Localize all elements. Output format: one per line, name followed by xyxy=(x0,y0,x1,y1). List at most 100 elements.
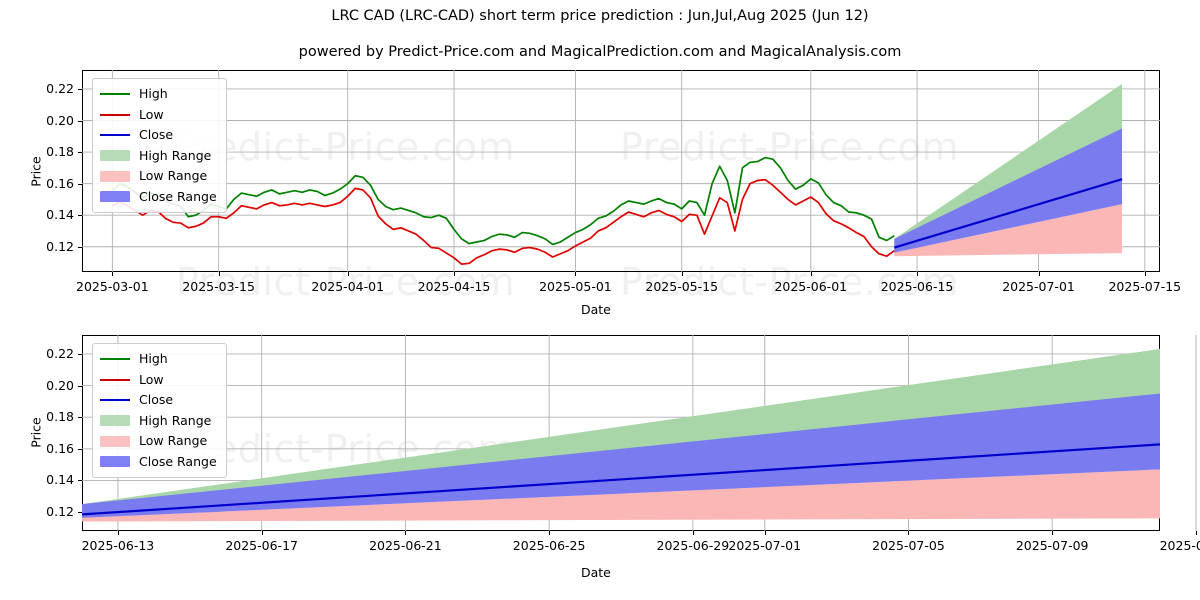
bottom-chart-legend-label-5: Close Range xyxy=(139,453,217,469)
bottom-chart-ytick-mark-5 xyxy=(78,353,82,355)
top-chart-xtick-label-3: 2025-04-15 xyxy=(417,279,491,294)
bottom-chart-xtick-mark-6 xyxy=(908,531,910,535)
bottom-chart-xtick-label-0: 2025-06-13 xyxy=(81,538,155,553)
bottom-chart-xtick-label-1: 2025-06-17 xyxy=(225,538,298,553)
bottom-chart-xtick-mark-7 xyxy=(1052,531,1054,535)
top-chart-legend-swatch-icon-2 xyxy=(100,129,130,141)
bottom-chart-xtick-mark-2 xyxy=(405,531,407,535)
top-chart-plot xyxy=(82,70,1160,272)
top-chart-xtick-mark-9 xyxy=(1144,272,1146,276)
bottom-chart-legend-swatch-icon-1 xyxy=(100,374,130,386)
bottom-chart-xlabel: Date xyxy=(581,565,611,580)
bottom-chart-xtick-label-8: 2025-07-13 xyxy=(1159,538,1200,553)
bottom-chart-xtick-label-4: 2025-06-29 xyxy=(656,538,730,553)
top-chart-ytick-label-3: 0.18 xyxy=(46,144,74,160)
bottom-chart-legend-item-4: Low Range xyxy=(100,431,217,452)
chart-subtitle: powered by Predict-Price.com and Magical… xyxy=(298,44,902,60)
bottom-chart-ytick-label-3: 0.18 xyxy=(46,409,74,425)
bottom-chart-legend-swatch-icon-3 xyxy=(100,415,130,427)
top-chart-legend-label-5: Close Range xyxy=(139,188,217,204)
bottom-chart-legend-item-2: Close xyxy=(100,390,217,411)
top-chart-high-range-band xyxy=(894,83,1123,253)
top-chart-legend-swatch-icon-5 xyxy=(100,191,130,203)
top-chart-ytick-mark-4 xyxy=(78,120,82,122)
bottom-chart-xtick-mark-8 xyxy=(1195,531,1197,535)
bottom-chart-xtick-mark-1 xyxy=(261,531,263,535)
top-chart-axes: Predict-Price.com Predict-Price.com Pred… xyxy=(82,70,1160,304)
top-chart-xtick-mark-0 xyxy=(112,272,114,276)
bottom-chart-legend-swatch-icon-5 xyxy=(100,456,130,468)
bottom-chart-xtick-mark-3 xyxy=(549,531,551,535)
top-chart-legend-label-1: Low xyxy=(139,106,164,122)
bottom-chart-ytick-mark-1 xyxy=(78,480,82,482)
top-chart-legend-label-2: Close xyxy=(139,127,174,142)
top-chart-legend-item-5: Close Range xyxy=(100,187,217,208)
top-chart-ytick-label-1: 0.14 xyxy=(46,207,74,223)
top-chart-xtick-mark-2 xyxy=(347,272,349,276)
top-chart-legend: High Low Close High Range Low Range Close Ran… xyxy=(92,78,227,213)
bottom-chart-xtick-label-2: 2025-06-21 xyxy=(369,538,442,553)
bottom-chart-xtick-label-6: 2025-07-05 xyxy=(872,538,945,553)
top-chart-legend-item-4: Low Range xyxy=(100,166,217,187)
top-chart-xtick-label-1: 2025-03-15 xyxy=(182,279,255,294)
bottom-chart-axes: Predict-Price.com Predict-Price.com xyxy=(81,335,1197,531)
bottom-chart-legend-item-0: High xyxy=(100,349,217,370)
bottom-chart-legend-swatch-icon-0 xyxy=(100,353,130,365)
top-chart-xtick-mark-3 xyxy=(453,272,455,276)
bottom-chart-ytick-mark-3 xyxy=(78,417,82,419)
top-chart-ytick-label-0: 0.12 xyxy=(46,238,74,254)
bottom-chart-legend-item-3: High Range xyxy=(100,411,217,432)
chart-title: LRC CAD (LRC-CAD) short term price predi… xyxy=(331,8,869,24)
top-chart-xtick-mark-7 xyxy=(917,272,919,276)
top-chart-xtick-mark-6 xyxy=(810,272,812,276)
bottom-chart-ytick-mark-0 xyxy=(78,512,82,514)
top-chart-xtick-label-2: 2025-04-01 xyxy=(311,279,385,294)
bottom-chart-low-range-band xyxy=(82,469,1160,522)
top-chart-ytick-mark-3 xyxy=(78,152,82,154)
bottom-chart-legend-item-1: Low xyxy=(100,370,217,391)
bottom-chart-legend-label-3: High Range xyxy=(139,412,212,428)
top-chart-ytick-label-5: 0.22 xyxy=(46,80,74,96)
top-chart-legend-swatch-icon-4 xyxy=(100,170,130,182)
top-chart-series-close xyxy=(893,178,1123,249)
top-chart-ylabel: Price xyxy=(28,156,44,187)
bottom-chart-xtick-label-7: 2025-07-09 xyxy=(1015,538,1089,553)
top-chart-ytick-mark-0 xyxy=(78,246,82,248)
bottom-chart-ytick-label-4: 0.20 xyxy=(46,377,74,393)
top-chart-xtick-mark-4 xyxy=(575,272,577,276)
top-chart-legend-swatch-icon-1 xyxy=(100,109,130,121)
bottom-chart-ytick-label-2: 0.16 xyxy=(46,440,74,456)
bottom-chart-xtick-label-3: 2025-06-25 xyxy=(512,538,586,553)
bottom-chart-high-range-band xyxy=(82,348,1160,518)
top-chart-xtick-label-7: 2025-06-15 xyxy=(880,279,954,294)
top-chart-ytick-mark-5 xyxy=(78,88,82,90)
bottom-chart-legend: High Low Close High Range Low Range Close Ran… xyxy=(92,343,227,478)
top-chart-series-low xyxy=(111,178,895,265)
top-chart-close-range-band xyxy=(894,128,1123,253)
bottom-chart-legend-label-4: Low Range xyxy=(139,433,208,448)
top-chart-legend-swatch-icon-0 xyxy=(100,88,130,100)
bottom-chart-xtick-label-5: 2025-07-01 xyxy=(728,538,802,553)
bottom-chart-legend-label-1: Low xyxy=(139,371,164,387)
top-chart-xlabel: Date xyxy=(581,302,611,317)
top-chart-legend-label-3: High Range xyxy=(139,147,212,163)
top-chart-legend-item-1: Low xyxy=(100,105,217,126)
top-chart-xtick-label-5: 2025-05-15 xyxy=(645,279,719,294)
top-chart-low-range-band xyxy=(894,204,1123,257)
top-chart-ytick-label-4: 0.20 xyxy=(46,112,74,128)
top-chart-ytick-mark-2 xyxy=(78,183,82,185)
top-chart-ytick-label-2: 0.16 xyxy=(46,175,74,191)
top-chart-xtick-label-9: 2025-07-15 xyxy=(1108,279,1182,294)
bottom-chart-xtick-mark-0 xyxy=(117,531,119,535)
bottom-chart-xtick-mark-5 xyxy=(764,531,766,535)
bottom-chart-legend-item-5: Close Range xyxy=(100,452,217,473)
bottom-chart-legend-swatch-icon-2 xyxy=(100,394,130,406)
bottom-chart-ytick-label-1: 0.14 xyxy=(46,472,74,488)
top-chart-xtick-label-4: 2025-05-01 xyxy=(539,279,612,294)
top-chart-xtick-label-0: 2025-03-01 xyxy=(76,279,149,294)
top-chart-legend-item-3: High Range xyxy=(100,146,217,167)
top-chart-ytick-mark-1 xyxy=(78,215,82,217)
top-chart-xtick-label-8: 2025-07-01 xyxy=(1002,279,1075,294)
top-chart-xtick-mark-8 xyxy=(1038,272,1040,276)
